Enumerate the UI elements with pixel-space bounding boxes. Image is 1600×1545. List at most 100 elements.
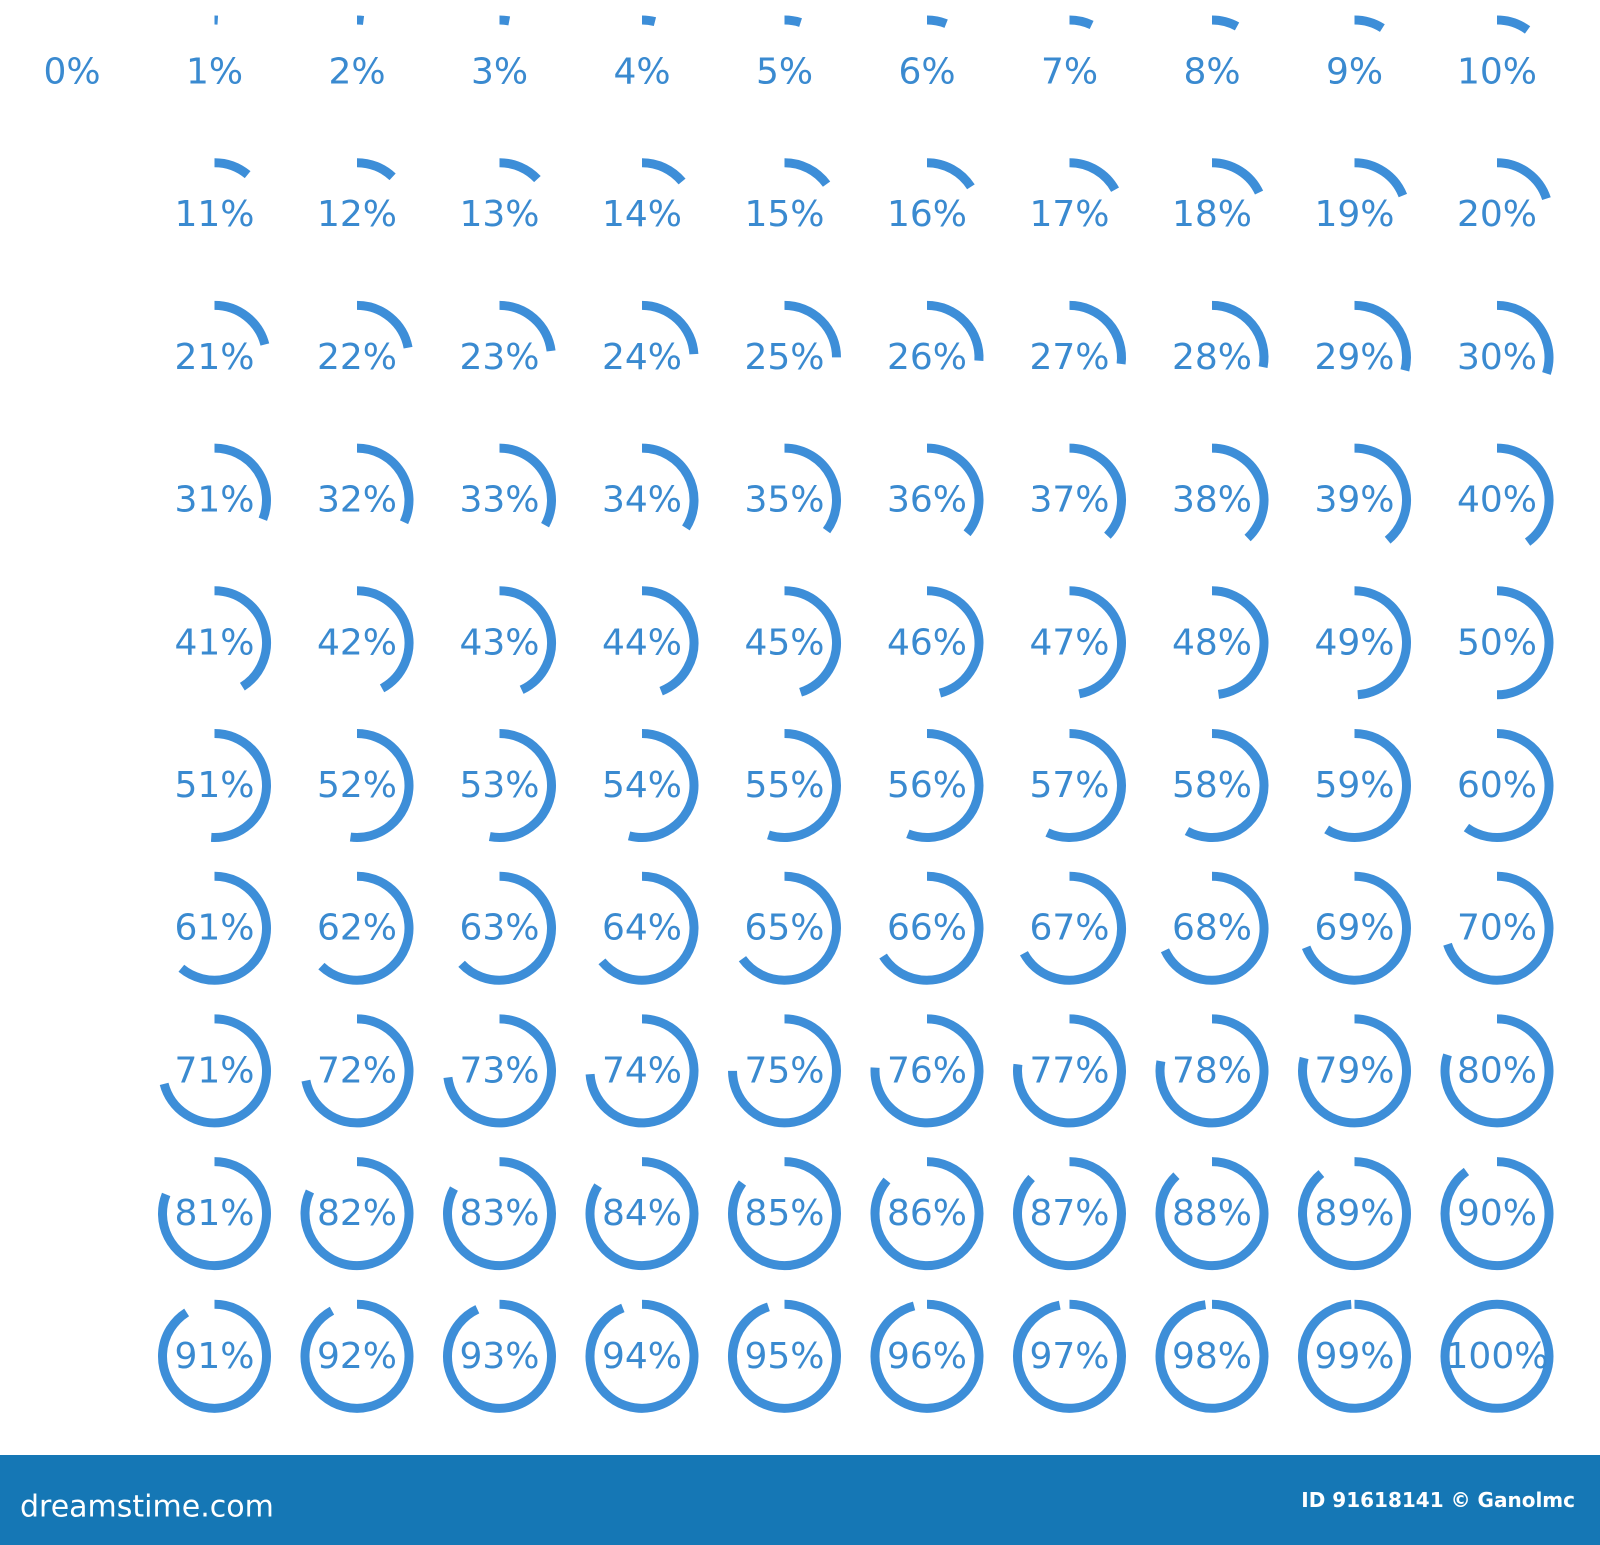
progress-arc	[1298, 1157, 1411, 1271]
progress-label: 95%	[744, 1336, 824, 1377]
progress-arc	[784, 15, 802, 27]
progress-arc	[1211, 158, 1264, 195]
progress-arc	[906, 729, 984, 842]
progress-arc	[499, 158, 541, 183]
progress-label: 7%	[1041, 52, 1098, 93]
progress-label: 44%	[602, 622, 682, 663]
progress-arc	[1354, 300, 1411, 372]
progress-label: 86%	[887, 1193, 967, 1234]
progress-arc	[1301, 871, 1411, 985]
progress-arc	[356, 158, 396, 181]
progress-arc	[926, 300, 984, 361]
progress-arc	[784, 586, 841, 697]
progress-arc	[1354, 443, 1411, 544]
progress-label: 0%	[43, 52, 100, 93]
progress-label: 92%	[317, 1336, 397, 1377]
progress-label: 83%	[459, 1193, 539, 1234]
progress-label: 67%	[1029, 908, 1109, 949]
progress-label: 38%	[1172, 480, 1252, 521]
progress-label: 13%	[459, 194, 539, 235]
progress-label: 3%	[471, 52, 528, 93]
progress-label: 60%	[1457, 765, 1537, 806]
progress-arc	[585, 1014, 699, 1128]
progress-label: 49%	[1314, 622, 1394, 663]
progress-arc	[356, 300, 413, 349]
progress-arc	[767, 729, 841, 842]
progress-label: 62%	[317, 908, 397, 949]
progress-arc	[1155, 1014, 1269, 1128]
progress-label: 76%	[887, 1050, 967, 1091]
progress-arc	[1155, 1157, 1269, 1271]
progress-label: 79%	[1314, 1050, 1394, 1091]
progress-arc	[1211, 300, 1269, 368]
progress-label: 10%	[1457, 52, 1537, 93]
progress-label: 26%	[887, 337, 967, 378]
progress-label: 9%	[1326, 52, 1383, 93]
progress-arc	[627, 729, 699, 842]
progress-label: 42%	[317, 622, 397, 663]
progress-label: 75%	[744, 1050, 824, 1091]
progress-label: 82%	[317, 1193, 397, 1234]
progress-label: 52%	[317, 765, 397, 806]
progress-arc	[300, 1299, 414, 1413]
progress-label: 93%	[459, 1336, 539, 1377]
progress-arc	[1211, 443, 1269, 542]
progress-label: 70%	[1457, 908, 1537, 949]
progress-arc	[1298, 1014, 1411, 1128]
progress-arc	[1019, 871, 1126, 985]
progress-label: 56%	[887, 765, 967, 806]
progress-arc	[1496, 15, 1531, 34]
progress-label: 51%	[174, 765, 254, 806]
progress-arc	[870, 1157, 984, 1271]
progress-arc	[499, 586, 556, 694]
progress-arc	[585, 1157, 699, 1271]
progress-label: 21%	[174, 337, 254, 378]
progress-label: 11%	[174, 194, 254, 235]
progress-arc	[1496, 586, 1554, 700]
progress-label: 45%	[744, 622, 824, 663]
progress-label: 46%	[887, 622, 967, 663]
progress-label: 50%	[1457, 622, 1537, 663]
progress-label: 36%	[887, 480, 967, 521]
progress-arc	[1211, 15, 1240, 31]
progress-arc	[870, 1014, 984, 1128]
progress-label: 2%	[328, 52, 385, 93]
progress-label: 1%	[186, 52, 243, 93]
progress-arc	[728, 1157, 841, 1271]
progress-label: 37%	[1029, 480, 1109, 521]
progress-arc	[488, 729, 556, 842]
progress-arc	[158, 1299, 271, 1413]
footer-credit: ID 91618141 © Ganolmc	[1301, 1488, 1575, 1512]
progress-arc	[784, 300, 841, 358]
progress-arc	[1069, 15, 1094, 30]
progress-arc	[458, 871, 556, 985]
progress-label: 64%	[602, 908, 682, 949]
progress-label: 57%	[1029, 765, 1109, 806]
progress-arc	[499, 300, 556, 352]
progress-arc	[214, 586, 271, 691]
progress-label: 94%	[602, 1336, 682, 1377]
progress-label: 41%	[174, 622, 254, 663]
progress-arc	[1354, 158, 1408, 198]
progress-arc	[1496, 300, 1554, 375]
progress-arc	[641, 443, 699, 531]
progress-arc	[443, 1014, 556, 1128]
progress-arc	[1463, 729, 1554, 842]
progress-label: 71%	[174, 1050, 254, 1091]
progress-label: 61%	[174, 908, 254, 949]
progress-arc	[870, 1299, 984, 1413]
progress-arc	[784, 158, 831, 187]
progress-arc	[926, 443, 984, 537]
progress-arc	[1013, 1299, 1126, 1413]
progress-arc	[1297, 1299, 1411, 1413]
progress-label: 6%	[898, 52, 955, 93]
progress-arc	[1069, 443, 1126, 539]
progress-arc	[1013, 1014, 1126, 1128]
progress-label: 48%	[1172, 622, 1252, 663]
progress-arc	[214, 443, 271, 521]
progress-label: 15%	[744, 194, 824, 235]
progress-label: 22%	[317, 337, 397, 378]
progress-arc	[1440, 1299, 1554, 1413]
progress-arc	[443, 1157, 556, 1271]
